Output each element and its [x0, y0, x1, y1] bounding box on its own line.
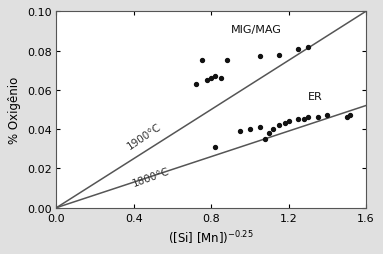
Text: ER: ER [308, 91, 322, 101]
Point [314, 116, 321, 120]
Y-axis label: % Oxigênio: % Oxigênio [8, 76, 21, 144]
Point [218, 77, 224, 81]
Point [193, 83, 199, 87]
Point [276, 124, 282, 128]
Point [224, 59, 230, 63]
Text: 1800°C: 1800°C [131, 166, 171, 188]
Point [305, 45, 311, 50]
Point [295, 118, 301, 122]
Point [247, 128, 253, 132]
Point [301, 118, 307, 122]
Point [347, 114, 354, 118]
Point [237, 130, 243, 134]
Point [212, 145, 218, 149]
Point [204, 79, 210, 83]
Point [266, 132, 272, 136]
Point [305, 116, 311, 120]
Point [324, 114, 330, 118]
Text: MIG/MAG: MIG/MAG [231, 25, 282, 35]
Point [212, 75, 218, 79]
Point [257, 55, 263, 59]
Point [344, 116, 350, 120]
X-axis label: ([Si] [Mn])$^{-0.25}$: ([Si] [Mn])$^{-0.25}$ [168, 228, 254, 246]
Point [276, 53, 282, 57]
Point [270, 128, 276, 132]
Text: 1900°C: 1900°C [126, 121, 163, 151]
Point [295, 47, 301, 52]
Point [198, 59, 205, 63]
Point [262, 137, 268, 141]
Point [208, 77, 214, 81]
Point [285, 120, 291, 124]
Point [257, 126, 263, 130]
Point [282, 122, 288, 126]
